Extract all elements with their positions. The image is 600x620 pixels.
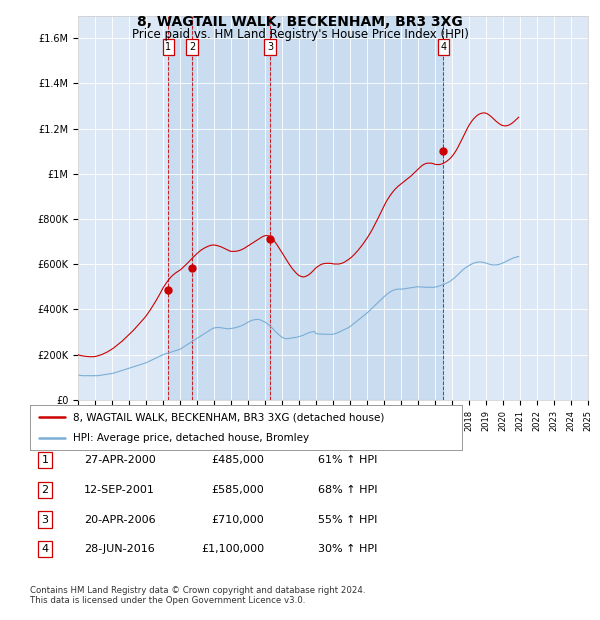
Text: 68% ↑ HPI: 68% ↑ HPI: [318, 485, 377, 495]
Text: £710,000: £710,000: [211, 515, 264, 525]
Text: 2: 2: [41, 485, 49, 495]
Bar: [192, 16, 270, 400]
Text: 61% ↑ HPI: 61% ↑ HPI: [318, 455, 377, 465]
Text: 1: 1: [166, 42, 172, 52]
Text: £1,100,000: £1,100,000: [201, 544, 264, 554]
Text: 1: 1: [41, 455, 49, 465]
Text: 3: 3: [267, 42, 274, 52]
Text: 3: 3: [41, 515, 49, 525]
Text: 4: 4: [41, 544, 49, 554]
Text: 2: 2: [189, 42, 195, 52]
Text: Contains HM Land Registry data © Crown copyright and database right 2024.
This d: Contains HM Land Registry data © Crown c…: [30, 586, 365, 605]
Bar: [270, 16, 443, 400]
Text: £485,000: £485,000: [211, 455, 264, 465]
Text: 30% ↑ HPI: 30% ↑ HPI: [318, 544, 377, 554]
Text: 55% ↑ HPI: 55% ↑ HPI: [318, 515, 377, 525]
Bar: [169, 16, 192, 400]
Text: Price paid vs. HM Land Registry's House Price Index (HPI): Price paid vs. HM Land Registry's House …: [131, 28, 469, 41]
Text: 27-APR-2000: 27-APR-2000: [84, 455, 156, 465]
Text: 12-SEP-2001: 12-SEP-2001: [84, 485, 155, 495]
Text: 20-APR-2006: 20-APR-2006: [84, 515, 155, 525]
Text: £585,000: £585,000: [211, 485, 264, 495]
Text: 8, WAGTAIL WALK, BECKENHAM, BR3 3XG (detached house): 8, WAGTAIL WALK, BECKENHAM, BR3 3XG (det…: [73, 412, 385, 422]
Text: 8, WAGTAIL WALK, BECKENHAM, BR3 3XG: 8, WAGTAIL WALK, BECKENHAM, BR3 3XG: [137, 16, 463, 30]
Text: HPI: Average price, detached house, Bromley: HPI: Average price, detached house, Brom…: [73, 433, 310, 443]
Text: 4: 4: [440, 42, 446, 52]
Text: 28-JUN-2016: 28-JUN-2016: [84, 544, 155, 554]
